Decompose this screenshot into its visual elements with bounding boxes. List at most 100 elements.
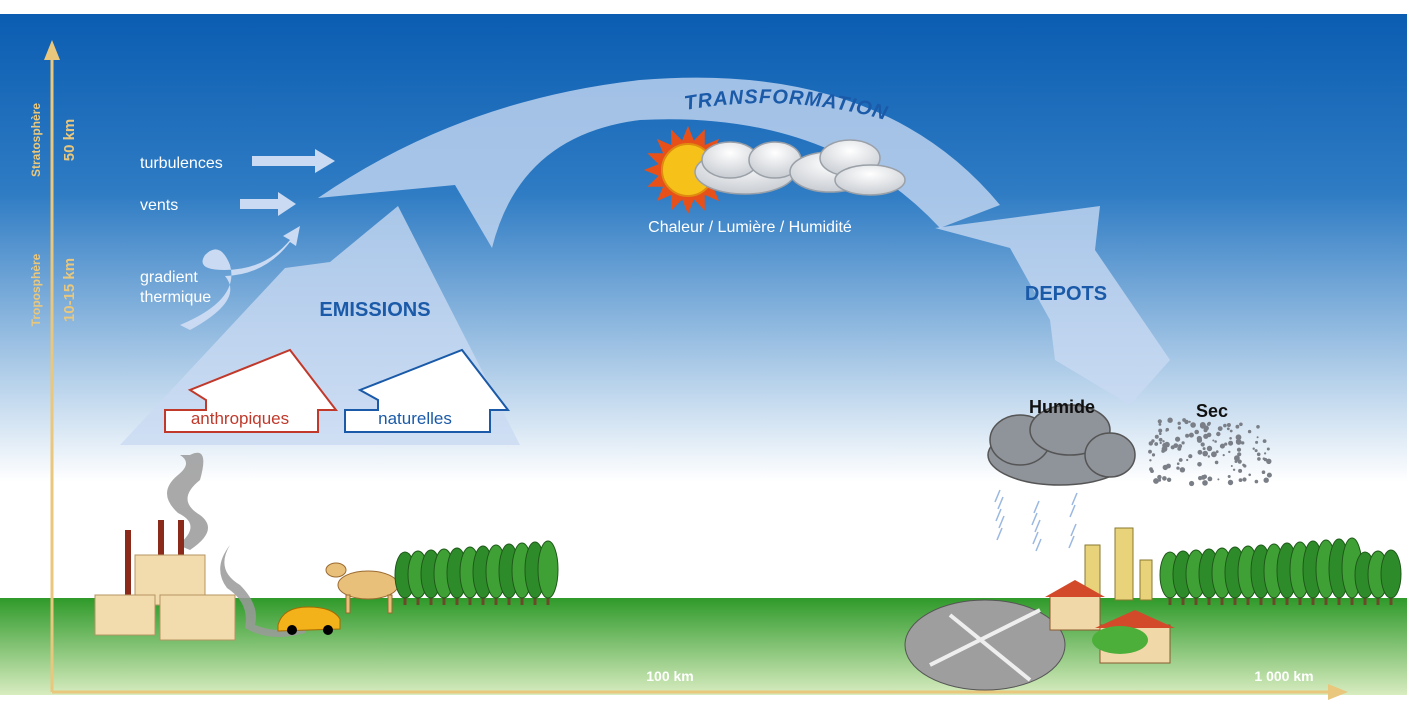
particle bbox=[1264, 452, 1267, 455]
particle bbox=[1151, 453, 1156, 457]
particle bbox=[1263, 477, 1269, 483]
particle bbox=[1203, 433, 1209, 439]
particle bbox=[1239, 422, 1243, 427]
particle bbox=[1217, 426, 1223, 431]
particle bbox=[1177, 421, 1181, 425]
particle bbox=[1226, 423, 1231, 427]
particle bbox=[1149, 459, 1152, 462]
particle bbox=[1203, 428, 1208, 433]
transport-arrows bbox=[180, 149, 335, 330]
car bbox=[277, 606, 341, 635]
particle bbox=[1234, 455, 1240, 462]
particle bbox=[1267, 461, 1271, 465]
particle bbox=[1266, 447, 1270, 451]
particle bbox=[1176, 466, 1180, 470]
tree bbox=[1380, 549, 1402, 599]
layer-label: Troposphère bbox=[29, 253, 43, 326]
particle bbox=[1256, 425, 1260, 429]
depots-title: DEPOTS bbox=[1025, 283, 1107, 305]
particle bbox=[1237, 452, 1242, 457]
particle bbox=[1179, 467, 1186, 473]
particle bbox=[1256, 452, 1261, 457]
particle bbox=[1178, 444, 1183, 449]
particle bbox=[1247, 429, 1252, 434]
particle bbox=[1167, 417, 1173, 423]
particle bbox=[1202, 447, 1206, 451]
distance-label: 100 km bbox=[646, 668, 693, 684]
particle bbox=[1237, 459, 1242, 464]
particle bbox=[1212, 439, 1215, 442]
particle bbox=[1222, 443, 1225, 447]
particle bbox=[1216, 431, 1221, 437]
particle bbox=[1158, 437, 1163, 442]
raindrop bbox=[1033, 500, 1040, 514]
raindrop bbox=[1070, 523, 1077, 537]
particle bbox=[1189, 480, 1195, 487]
factor-label: vents bbox=[140, 197, 178, 214]
particle bbox=[1252, 447, 1255, 450]
particle bbox=[1214, 460, 1219, 465]
particle bbox=[1215, 450, 1219, 454]
particle bbox=[1153, 478, 1159, 484]
dry-particles bbox=[1148, 417, 1272, 487]
particle bbox=[1162, 440, 1165, 443]
particle bbox=[1148, 441, 1154, 446]
particle bbox=[1217, 478, 1220, 481]
factor-label: turbulences bbox=[140, 155, 223, 172]
particle bbox=[1164, 441, 1170, 448]
particle bbox=[1148, 449, 1152, 454]
raindrop bbox=[1034, 519, 1041, 533]
transformation-arc bbox=[318, 77, 1000, 248]
particle bbox=[1186, 458, 1189, 462]
particle bbox=[1188, 420, 1191, 423]
particle bbox=[1197, 462, 1202, 467]
particle bbox=[1166, 477, 1172, 482]
particle bbox=[1235, 439, 1239, 442]
raindrop bbox=[1031, 512, 1038, 526]
particle bbox=[1199, 422, 1206, 428]
raindrop bbox=[998, 515, 1005, 529]
particle bbox=[1229, 429, 1233, 433]
source-label: naturelles bbox=[378, 409, 452, 428]
particle bbox=[1175, 444, 1178, 447]
raindrop bbox=[1068, 535, 1075, 549]
factor-label: thermique bbox=[140, 289, 211, 306]
particle bbox=[1235, 424, 1240, 429]
particle bbox=[1254, 479, 1259, 484]
particle bbox=[1222, 454, 1225, 457]
particle bbox=[1175, 436, 1181, 442]
arrow bbox=[240, 192, 296, 216]
particle bbox=[1157, 474, 1162, 480]
particle bbox=[1207, 455, 1211, 458]
particle bbox=[1206, 422, 1211, 426]
particle bbox=[1158, 423, 1162, 426]
particle bbox=[1196, 437, 1203, 443]
particle bbox=[1162, 464, 1169, 471]
emissions-title: EMISSIONS bbox=[319, 299, 430, 321]
factory bbox=[94, 452, 305, 641]
particle bbox=[1235, 434, 1242, 441]
particle bbox=[1154, 434, 1159, 439]
raindrop bbox=[1032, 531, 1039, 545]
natural-arrow bbox=[344, 348, 511, 433]
particle bbox=[1154, 442, 1159, 446]
particle bbox=[1177, 426, 1182, 430]
tree bbox=[537, 540, 559, 599]
particle bbox=[1200, 442, 1205, 447]
particle bbox=[1157, 419, 1162, 424]
particle bbox=[1162, 476, 1167, 481]
particle bbox=[1224, 442, 1228, 446]
particle bbox=[1161, 449, 1165, 453]
particle bbox=[1159, 432, 1162, 436]
particle bbox=[1197, 449, 1203, 455]
particle bbox=[1182, 418, 1186, 422]
particle bbox=[1228, 440, 1234, 446]
layer-label: Stratosphère bbox=[29, 103, 43, 177]
particle bbox=[1228, 450, 1231, 454]
particle bbox=[1229, 437, 1232, 440]
particle bbox=[1261, 470, 1266, 475]
particle bbox=[1211, 451, 1217, 458]
particle bbox=[1232, 468, 1236, 471]
raindrop bbox=[995, 508, 1002, 522]
